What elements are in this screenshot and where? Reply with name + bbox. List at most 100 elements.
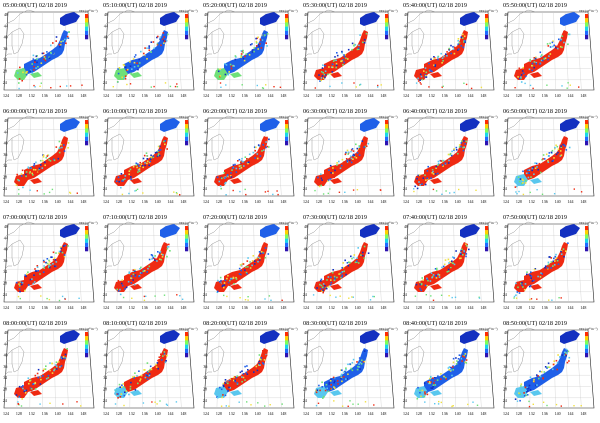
colorbar: TEC(10¹⁶m⁻²) xyxy=(79,9,98,40)
colorbar-label: TEC(10¹⁶m⁻²) xyxy=(379,221,398,225)
lon-label: 136 xyxy=(142,411,148,416)
longitude-labels: 124 128 132 136 140 144 148 xyxy=(203,411,286,416)
colorbar-label: TEC(10¹⁶m⁻²) xyxy=(279,327,298,331)
tec-map: TEC(10¹⁶m⁻²) 48 44 40 36 32 28 24 124 128 132 136 14… xyxy=(103,115,198,204)
lon-label: 136 xyxy=(342,411,348,416)
longitude-labels: 124 128 132 136 140 144 148 xyxy=(3,305,86,310)
lat-label: 24 xyxy=(103,292,107,297)
lon-label: 144 xyxy=(368,411,374,416)
tec-speckle xyxy=(314,140,382,195)
lon-label: 124 xyxy=(103,93,109,98)
lon-label: 136 xyxy=(342,199,348,204)
tec-speckle xyxy=(114,351,178,407)
lon-label: 148 xyxy=(180,199,186,204)
longitude-labels: 124 128 132 136 140 144 148 xyxy=(403,199,486,204)
panel-title: 05:50:00(UT) 02/18 2019 xyxy=(503,2,567,9)
japan-tec xyxy=(314,224,380,292)
lat-label: 48 xyxy=(4,330,8,335)
lat-label: 28 xyxy=(303,281,307,286)
lon-label: 132 xyxy=(29,199,35,204)
panel-title: 06:20:00(UT) 02/18 2019 xyxy=(203,108,267,115)
lon-label: 128 xyxy=(516,199,522,204)
lon-label: 132 xyxy=(129,305,135,310)
lat-label: 48 xyxy=(4,12,8,17)
colorbar: TEC(10¹⁶m⁻²) xyxy=(79,115,98,146)
continent-coastline xyxy=(303,221,337,271)
lon-label: 148 xyxy=(380,411,386,416)
tec-speckle xyxy=(514,31,580,90)
panel-title: 07:00:00(UT) 02/18 2019 xyxy=(3,214,67,221)
lat-label: 48 xyxy=(504,224,508,229)
panel-date: 02/18 2019 xyxy=(237,2,267,9)
lat-label: 28 xyxy=(3,281,7,286)
lon-label: 128 xyxy=(316,93,322,98)
colorbar-label: TEC(10¹⁶m⁻²) xyxy=(479,9,498,13)
latitude-labels: 48 44 40 36 32 28 24 xyxy=(103,118,108,191)
lon-label: 132 xyxy=(429,305,435,310)
lat-label: 44 xyxy=(4,23,8,28)
lon-label: 128 xyxy=(516,411,522,416)
lat-label: 24 xyxy=(103,398,107,403)
longitude-labels: 124 128 132 136 140 144 148 xyxy=(103,305,186,310)
colorbar-label: TEC(10¹⁶m⁻²) xyxy=(279,115,298,119)
panel-date: 02/18 2019 xyxy=(537,108,567,115)
lat-label: 28 xyxy=(403,387,407,392)
colorbar-label: TEC(10¹⁶m⁻²) xyxy=(179,115,198,119)
continent-coastline xyxy=(503,9,537,59)
tec-map: TEC(10¹⁶m⁻²) 48 44 40 36 32 28 24 124 128 132 136 14… xyxy=(103,327,198,416)
colorbar-label: TEC(10¹⁶m⁻²) xyxy=(79,327,98,331)
lon-label: 132 xyxy=(129,93,135,98)
lon-label: 136 xyxy=(542,305,548,310)
lon-label: 132 xyxy=(229,411,235,416)
lon-label: 132 xyxy=(329,411,335,416)
lon-label: 144 xyxy=(168,411,174,416)
panel-date: 02/18 2019 xyxy=(537,214,567,221)
tec-panel: TEC(10¹⁶m⁻²) 48 44 40 36 32 28 24 124 128 132 136 14… xyxy=(402,214,498,315)
lat-label: 48 xyxy=(304,118,308,123)
lon-label: 124 xyxy=(203,411,209,416)
lon-label: 124 xyxy=(503,411,509,416)
continent-coastline xyxy=(103,327,137,377)
lon-label: 148 xyxy=(480,305,486,310)
panel-title: 05:30:00(UT) 02/18 2019 xyxy=(303,2,367,9)
colorbar-label: TEC(10¹⁶m⁻²) xyxy=(279,221,298,225)
tec-map: TEC(10¹⁶m⁻²) 48 44 40 36 32 28 24 124 128 132 136 14… xyxy=(403,221,498,310)
lat-label: 40 xyxy=(404,141,408,146)
colorbar: TEC(10¹⁶m⁻²) xyxy=(479,9,498,40)
lon-label: 128 xyxy=(516,93,522,98)
lon-label: 136 xyxy=(242,305,248,310)
panel-title: 07:20:00(UT) 02/18 2019 xyxy=(203,214,267,221)
panel-time: 08:10:00(UT) xyxy=(103,320,138,327)
lat-label: 36 xyxy=(503,364,507,369)
lat-label: 24 xyxy=(3,398,7,403)
lat-label: 44 xyxy=(304,235,308,240)
panel-title: 07:50:00(UT) 02/18 2019 xyxy=(503,214,567,221)
lon-label: 136 xyxy=(442,199,448,204)
colorbar: TEC(10¹⁶m⁻²) xyxy=(179,9,198,40)
lon-label: 144 xyxy=(568,411,574,416)
lat-label: 40 xyxy=(304,141,308,146)
lon-label: 140 xyxy=(555,411,561,416)
panel-title: 08:40:00(UT) 02/18 2019 xyxy=(403,320,467,327)
lon-label: 136 xyxy=(142,93,148,98)
lon-label: 140 xyxy=(455,305,461,310)
lat-label: 24 xyxy=(303,292,307,297)
lat-label: 40 xyxy=(204,141,208,146)
lon-label: 140 xyxy=(355,305,361,310)
lon-label: 124 xyxy=(403,411,409,416)
panel-date: 02/18 2019 xyxy=(437,214,467,221)
panel-title: 08:10:00(UT) 02/18 2019 xyxy=(103,320,167,327)
lat-label: 24 xyxy=(303,186,307,191)
lon-label: 132 xyxy=(429,411,435,416)
lat-label: 36 xyxy=(203,364,207,369)
lat-label: 44 xyxy=(504,129,508,134)
latitude-labels: 48 44 40 36 32 28 24 xyxy=(103,224,108,297)
colorbar: TEC(10¹⁶m⁻²) xyxy=(179,327,198,358)
tec-speckle xyxy=(217,33,282,90)
latitude-labels: 48 44 40 36 32 28 24 xyxy=(103,330,108,403)
tec-map: TEC(10¹⁶m⁻²) 48 44 40 36 32 28 24 124 128 132 136 14… xyxy=(303,115,398,204)
panel-date: 02/18 2019 xyxy=(537,2,567,9)
lat-label: 32 xyxy=(203,163,207,168)
colorbar: TEC(10¹⁶m⁻²) xyxy=(279,221,298,252)
